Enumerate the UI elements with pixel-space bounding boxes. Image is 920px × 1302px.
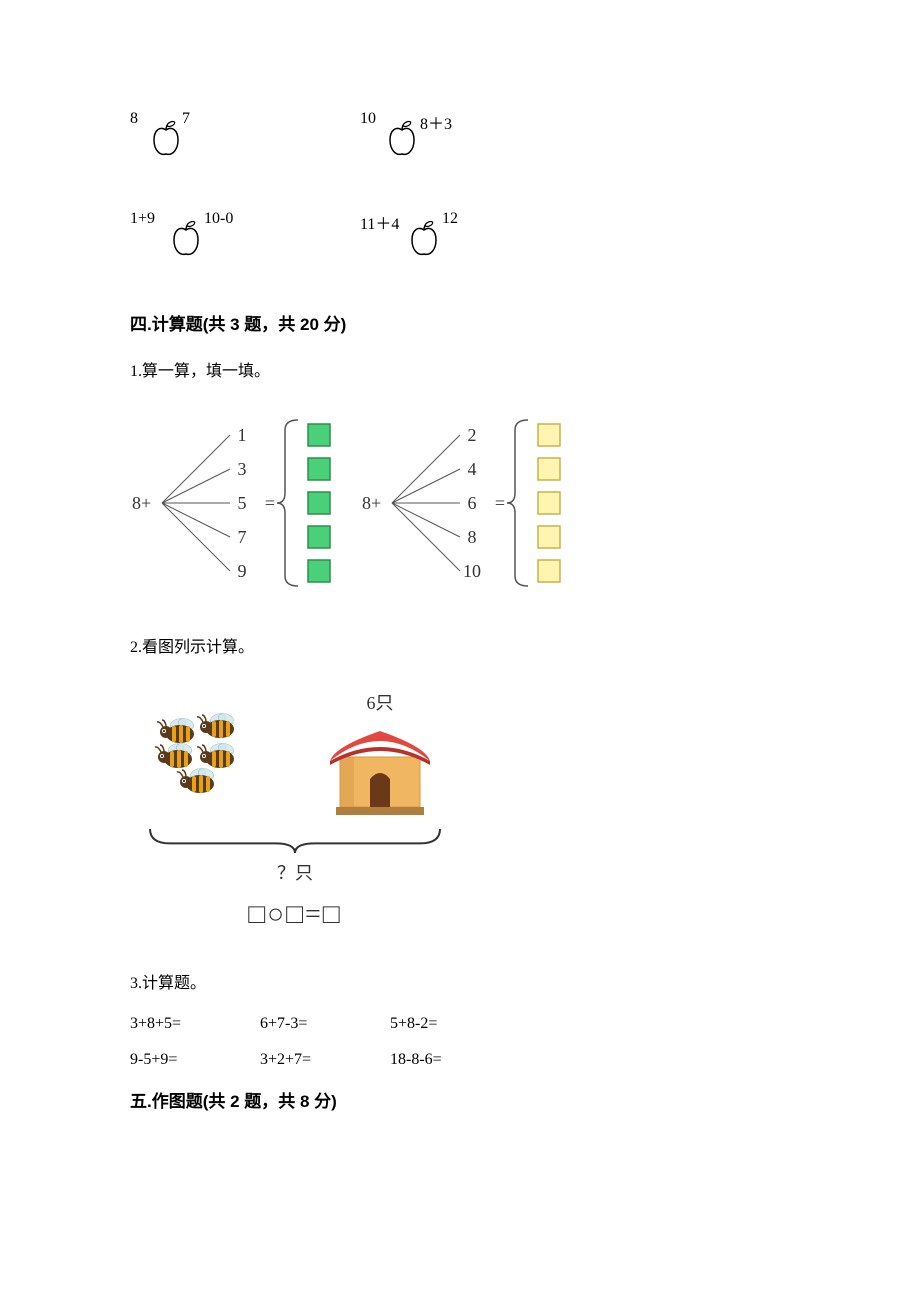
apple-icon: [406, 218, 442, 260]
apple-right-value: 7: [182, 110, 190, 128]
apple-icon: [148, 118, 184, 160]
svg-text:=: =: [265, 493, 275, 513]
section-5-heading: 五.作图题(共 2 题，共 8 分): [130, 1087, 790, 1112]
calc-expr: 5+8-2=: [390, 1015, 520, 1033]
calc-expr: 3+2+7=: [260, 1051, 390, 1069]
calc-row-1: 3+8+5= 6+7-3= 5+8-2=: [130, 1015, 790, 1033]
apple-row-1: 8 7 10 8＋3: [130, 110, 790, 170]
fan-diagram: 8+ 1 3 5 7 9 = 8+ 2 4 6 8 10 =: [130, 403, 650, 603]
fan-svg: 8+ 1 3 5 7 9 = 8+ 2 4 6 8 10 =: [130, 403, 650, 603]
svg-text:7: 7: [238, 527, 247, 547]
apple-group-1: 8 7: [130, 110, 360, 170]
apple-icon: [168, 218, 204, 260]
svg-text:4: 4: [468, 459, 477, 479]
worksheet-page: 8 7 10 8＋3 1+9 10-0: [0, 0, 920, 1194]
svg-text:8: 8: [468, 527, 477, 547]
apple-left-value: 10: [360, 110, 376, 128]
svg-text:□○□=□: □○□=□: [248, 899, 341, 930]
svg-text:？只: ？只: [277, 863, 313, 883]
apple-row-2: 1+9 10-0 11＋4 12: [130, 210, 790, 270]
svg-text:9: 9: [238, 561, 247, 581]
svg-text:2: 2: [468, 425, 477, 445]
calc-expr: 6+7-3=: [260, 1015, 390, 1033]
calc-expr: 3+8+5=: [130, 1015, 260, 1033]
question-3-text: 3.计算题。: [130, 969, 790, 993]
question-2-text: 2.看图列示计算。: [130, 633, 790, 657]
apple-group-3: 1+9 10-0: [130, 210, 360, 270]
apple-left-value: 8: [130, 110, 138, 128]
svg-text:8+: 8+: [362, 493, 381, 513]
apple-right-value: 10-0: [204, 210, 233, 228]
svg-text:5: 5: [238, 493, 247, 513]
svg-text:6只: 6只: [367, 693, 394, 713]
svg-text:3: 3: [238, 459, 247, 479]
apple-right-value: 12: [442, 210, 458, 228]
apple-group-4: 11＋4 12: [360, 210, 590, 270]
svg-text:=: =: [495, 493, 505, 513]
apple-icon: [384, 118, 420, 160]
apple-left-value: 11＋4: [360, 210, 399, 234]
bees-svg: 6只 ？只 □○□=□: [130, 679, 460, 959]
calc-expr: 18-8-6=: [390, 1051, 520, 1069]
bees-figure: 6只 ？只 □○□=□: [130, 679, 460, 959]
svg-text:10: 10: [463, 561, 481, 581]
apple-group-2: 10 8＋3: [360, 110, 590, 170]
apple-left-value: 1+9: [130, 210, 155, 228]
calc-expr: 9-5+9=: [130, 1051, 260, 1069]
section-4-heading: 四.计算题(共 3 题，共 20 分): [130, 310, 790, 335]
apple-right-value: 8＋3: [420, 110, 452, 134]
svg-text:8+: 8+: [132, 493, 151, 513]
calc-row-2: 9-5+9= 3+2+7= 18-8-6=: [130, 1051, 790, 1069]
svg-text:1: 1: [238, 425, 247, 445]
question-1-text: 1.算一算，填一填。: [130, 357, 790, 381]
svg-text:6: 6: [468, 493, 477, 513]
